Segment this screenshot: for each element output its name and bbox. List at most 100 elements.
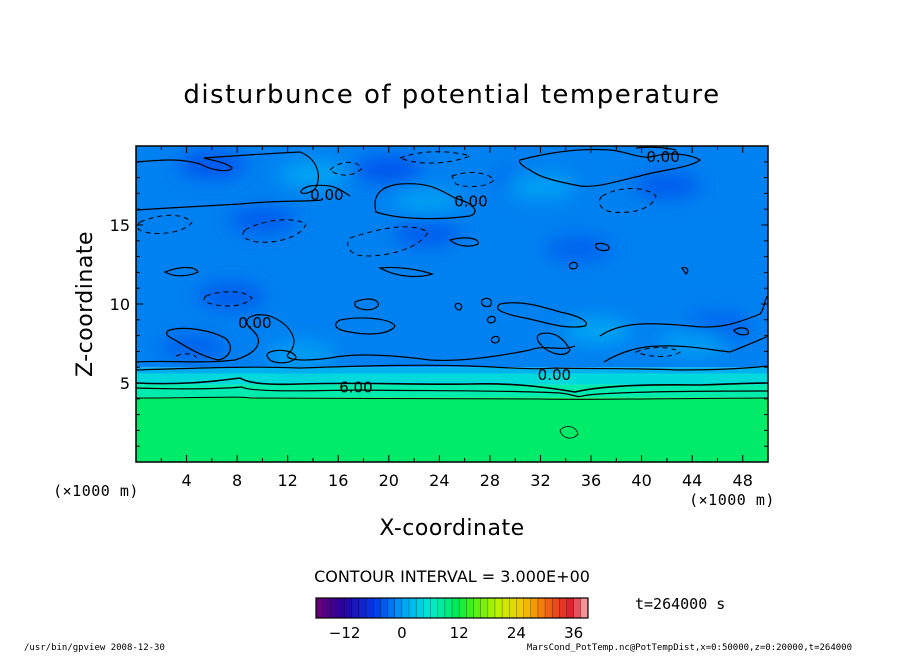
heatmap-layer	[136, 367, 768, 374]
colorbar-cell	[366, 598, 374, 618]
contour-labels: 0.00 0.00 0.00 0.00 0.00 6.00	[238, 148, 680, 397]
colorbar-tick-label: 0	[397, 624, 407, 642]
y-axis: 5 10 15	[110, 161, 768, 447]
heatmap-layer	[136, 373, 768, 385]
contour-line	[448, 237, 479, 247]
contour-label: 0.00	[238, 314, 271, 332]
colorbar-cell	[394, 598, 403, 618]
x-unit-right-label: (×1000 m)	[689, 491, 775, 509]
contour-line	[454, 302, 463, 311]
x-tick-label: 40	[631, 471, 651, 490]
contour-line	[480, 297, 492, 308]
contour-line	[165, 327, 231, 361]
contour-line	[518, 148, 702, 187]
contour-label: 0.00	[310, 186, 343, 204]
colorbar: −12 0 12 24 36	[315, 597, 589, 642]
colorbar-cell	[502, 598, 510, 618]
chart-title: disturbunce of potential temperature	[183, 80, 720, 110]
time-label: t=264000 s	[635, 595, 725, 613]
contour-line	[354, 298, 379, 311]
contour-line	[598, 188, 657, 213]
colorbar-cell	[537, 598, 546, 618]
x-tick-label: 24	[429, 471, 449, 490]
x-tick-label: 44	[682, 471, 702, 490]
heatmap-patch	[632, 172, 701, 199]
x-tick-label: 28	[480, 471, 500, 490]
colorbar-cell	[466, 598, 474, 618]
colorbar-cell	[523, 598, 532, 618]
colorbar-cell	[573, 598, 582, 618]
heatmap-patch	[354, 156, 423, 183]
x-unit-left-label: (×1000 m)	[53, 482, 139, 500]
colorbar-cell	[509, 598, 517, 618]
heatmap-patches	[158, 151, 752, 368]
x-tick-label: 8	[232, 471, 242, 490]
x-tick-label: 48	[733, 471, 753, 490]
contour-line	[603, 335, 768, 363]
colorbar-tick-label: 12	[450, 624, 469, 642]
contour-line	[136, 314, 576, 363]
colorbar-cell	[358, 598, 367, 618]
heatmap-area: 0.00 0.00 0.00 0.00 0.00 6.00	[136, 146, 768, 462]
contour-line	[136, 377, 768, 393]
heatmap-layer	[136, 397, 768, 462]
colorbar-cell	[552, 598, 560, 618]
x-tick-label: 36	[581, 471, 601, 490]
colorbar-cell	[444, 598, 453, 618]
colorbar-cell	[530, 598, 539, 618]
colorbar-cell	[580, 598, 589, 618]
colorbar-frame	[315, 597, 589, 619]
colorbar-cell	[559, 598, 567, 618]
colorbar-cell	[409, 598, 417, 618]
x-tick-label: 12	[278, 471, 298, 490]
heatmap-patch	[196, 283, 265, 310]
contour-line	[136, 214, 193, 235]
contour-line	[203, 291, 253, 307]
footer-right: MarsCond_PotTemp.nc@PotTempDist,x=0:5000…	[527, 643, 852, 653]
colorbar-cell	[380, 598, 388, 618]
contour-line	[329, 161, 363, 176]
contour-interval-label: CONTOUR INTERVAL = 3.000E+00	[314, 567, 590, 586]
contour-label: 0.00	[538, 366, 571, 384]
contour-line	[733, 327, 749, 336]
contour-line	[568, 261, 578, 270]
heatmap-patch	[563, 317, 632, 344]
colorbar-cell	[401, 598, 410, 618]
colorbar-cell	[480, 598, 489, 618]
contour-line	[347, 226, 429, 257]
colorbar-tick-label: 36	[564, 624, 583, 642]
colorbar-cell	[473, 598, 481, 618]
colorbar-cell	[545, 598, 553, 618]
x-axis: 4 8 12 16 20 24 28 32 36 40 44 48	[160, 146, 753, 490]
contour-line	[634, 347, 681, 357]
x-tick-label: 4	[181, 471, 191, 490]
x-tick-label: 16	[328, 471, 348, 490]
colorbar-cell	[494, 598, 503, 618]
heatmap-patch	[544, 235, 613, 262]
colorbar-cell	[351, 598, 360, 618]
x-tick-label: 32	[530, 471, 550, 490]
heatmap-patch	[658, 330, 727, 357]
contour-line	[378, 266, 434, 278]
contour-line	[374, 183, 476, 220]
colorbar-cell	[373, 598, 381, 618]
heatmap-patch	[266, 341, 335, 368]
contour-line	[136, 364, 768, 371]
colorbar-cell	[316, 598, 324, 618]
contour-line	[175, 353, 197, 359]
colorbar-cell	[487, 598, 496, 618]
colorbar-tick-label: 24	[507, 624, 526, 642]
colorbar-cell	[337, 598, 345, 618]
contour-line	[242, 219, 307, 243]
contour-label: 0.00	[646, 148, 679, 166]
y-tick-label: 5	[120, 374, 130, 393]
heatmap-patch	[506, 172, 575, 199]
contour-line	[266, 349, 297, 364]
colorbar-cell	[566, 598, 574, 618]
colorbar-cell	[423, 598, 431, 618]
heatmap-patch	[158, 333, 227, 360]
colorbar-cell	[330, 598, 338, 618]
colorbar-cell	[430, 598, 438, 618]
